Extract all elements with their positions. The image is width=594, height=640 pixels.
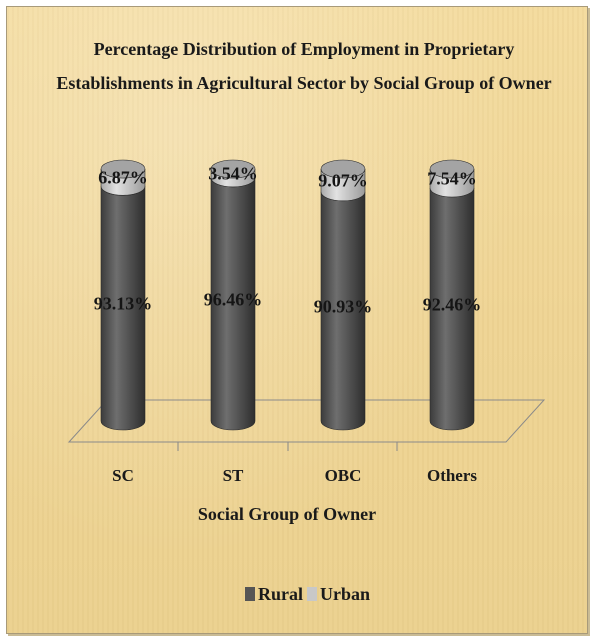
category-dividers xyxy=(177,442,398,451)
data-label-rural-obc: 90.93% xyxy=(314,296,373,316)
bar-cylinder-sc xyxy=(100,159,146,431)
data-label-rural-st: 96.46% xyxy=(204,289,263,309)
chart-floor xyxy=(67,399,546,443)
chart-title-line-1: Percentage Distribution of Employment in… xyxy=(94,39,515,59)
data-label-urban-obc: 9.07% xyxy=(318,170,368,190)
legend: Rural Urban xyxy=(245,584,370,604)
bar-top-cap-obc xyxy=(320,159,366,179)
legend-label-urban: Urban xyxy=(320,584,370,604)
bar-cylinder-obc xyxy=(320,159,366,431)
data-label-rural-sc: 93.13% xyxy=(94,294,153,314)
category-label-st: ST xyxy=(223,466,244,485)
data-labels-layer: 93.13% 6.87% 96.46% 3.54% 90.93% 9.07% 92.46% 7… xyxy=(94,163,482,316)
legend-swatch-urban xyxy=(307,587,317,601)
category-label-obc: OBC xyxy=(325,466,362,485)
data-label-urban-others: 7.54% xyxy=(427,169,477,189)
category-label-others: Others xyxy=(427,466,477,485)
bar-top-cap-sc xyxy=(100,159,146,179)
chart-title-line-2: Establishments in Agricultural Sector by… xyxy=(56,73,551,93)
data-label-urban-st: 3.54% xyxy=(208,163,258,183)
data-label-rural-others: 92.46% xyxy=(423,295,482,315)
legend-label-rural: Rural xyxy=(258,584,303,604)
bar-top-cap-st xyxy=(210,159,256,179)
x-axis-title: Social Group of Owner xyxy=(198,504,376,524)
chart-container: Percentage Distribution of Employment in… xyxy=(6,6,588,634)
data-label-urban-sc: 6.87% xyxy=(98,168,148,188)
bar-cylinder-others xyxy=(429,159,475,431)
chart-svg: Percentage Distribution of Employment in… xyxy=(56,39,551,604)
bar-cylinder-st xyxy=(210,159,256,431)
category-labels: SC ST OBC Others xyxy=(112,466,477,485)
bar-top-cap-others xyxy=(429,159,475,179)
legend-swatch-rural xyxy=(245,587,255,601)
category-label-sc: SC xyxy=(112,466,134,485)
bars-layer xyxy=(100,159,475,431)
